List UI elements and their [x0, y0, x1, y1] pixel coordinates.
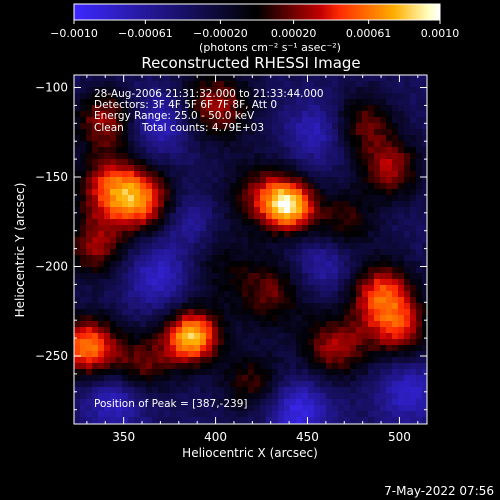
chart-title: Reconstructed RHESSI Image — [141, 54, 360, 72]
y-tick-label: −150 — [35, 170, 68, 184]
colorbar-tick-label: 0.00020 — [271, 27, 317, 40]
heatmap-container — [74, 75, 427, 424]
x-axis-label: Heliocentric X (arcsec) — [182, 446, 318, 460]
colorbar-tick-label: 0.0010 — [421, 27, 460, 40]
colorbar-tick-label: −0.00020 — [193, 27, 248, 40]
x-tick-label: 500 — [388, 430, 411, 444]
plot-frame — [73, 74, 428, 425]
annotation-energy: Energy Range: 25.0 - 50.0 keV — [94, 110, 255, 122]
x-tick-label: 350 — [112, 430, 135, 444]
y-axis-ticks: −100 −150 −200 −250 — [35, 81, 427, 411]
y-tick-label: −250 — [35, 349, 68, 363]
y-tick-label: −100 — [35, 81, 68, 95]
x-tick-label: 400 — [204, 430, 227, 444]
annotation-block: 28-Aug-2006 21:31:32.000 to 21:33:44.000… — [94, 88, 324, 410]
colorbar-tick-label: −0.00061 — [118, 27, 173, 40]
heatmap-image — [74, 75, 427, 424]
y-tick-label: −200 — [35, 260, 68, 274]
colorbar-ticks: −0.0010 −0.00061 −0.00020 0.00020 0.00061 0.0… — [50, 20, 459, 40]
annotation-detectors: Detectors: 3F 4F 5F 6F 7F 8F, Att 0 — [94, 99, 277, 111]
y-axis-label: Heliocentric Y (arcsec) — [13, 183, 27, 318]
x-axis-ticks: 350 400 450 500 — [86, 75, 419, 444]
annotation-time-range: 28-Aug-2006 21:31:32.000 to 21:33:44.000 — [94, 88, 324, 100]
colorbar-frame — [73, 3, 441, 21]
colorbar-tick-label: −0.0010 — [50, 27, 98, 40]
colorbar-tick-label: 0.00061 — [346, 27, 392, 40]
annotation-method: Clean — [94, 122, 124, 134]
annotation-counts: Total counts: 4.79E+03 — [141, 122, 264, 134]
x-tick-label: 450 — [296, 430, 319, 444]
footer-timestamp: 7-May-2022 07:56 — [384, 484, 494, 498]
colorbar — [74, 4, 440, 20]
colorbar-unit-label: (photons cm⁻² s⁻¹ asec⁻²) — [199, 41, 341, 54]
annotation-peak: Position of Peak = [387,-239] — [94, 398, 248, 410]
